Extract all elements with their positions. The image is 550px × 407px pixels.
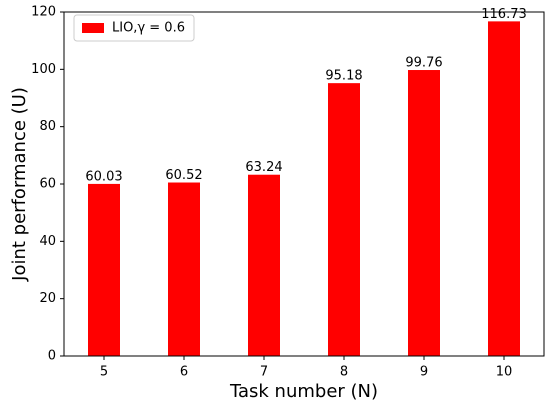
legend-box	[73, 14, 195, 42]
value-label: 116.73	[481, 7, 527, 22]
legend-label: LIO,γ = 0.6	[112, 21, 185, 36]
y-tick-label: 120	[31, 5, 56, 20]
value-label: 99.76	[405, 56, 442, 71]
x-tick-label: 6	[180, 365, 188, 380]
bar	[408, 70, 440, 356]
y-tick-label: 60	[39, 177, 56, 192]
bar	[248, 174, 280, 356]
bar	[88, 183, 120, 356]
x-axis-label: Task number (N)	[229, 381, 378, 402]
value-label: 60.52	[165, 168, 202, 183]
x-tick-label: 7	[260, 365, 268, 380]
x-tick-label: 10	[496, 365, 513, 380]
y-axis-label: Joint performance (U)	[9, 87, 30, 282]
y-tick-label: 0	[48, 349, 56, 364]
y-tick-label: 20	[39, 291, 56, 306]
value-label: 95.18	[325, 69, 362, 84]
x-tick-label: 8	[340, 365, 348, 380]
x-tick-label: 9	[420, 365, 428, 380]
value-label: 63.24	[245, 160, 282, 175]
bar	[168, 182, 200, 356]
x-tick-label: 5	[100, 365, 108, 380]
bar	[488, 21, 520, 357]
value-label: 60.03	[85, 169, 122, 184]
plot-frame	[63, 11, 545, 357]
bar	[328, 83, 360, 356]
y-tick-label: 80	[39, 119, 56, 134]
y-tick-label: 100	[31, 62, 56, 77]
y-tick-label: 40	[39, 234, 56, 249]
legend-swatch	[82, 23, 104, 33]
